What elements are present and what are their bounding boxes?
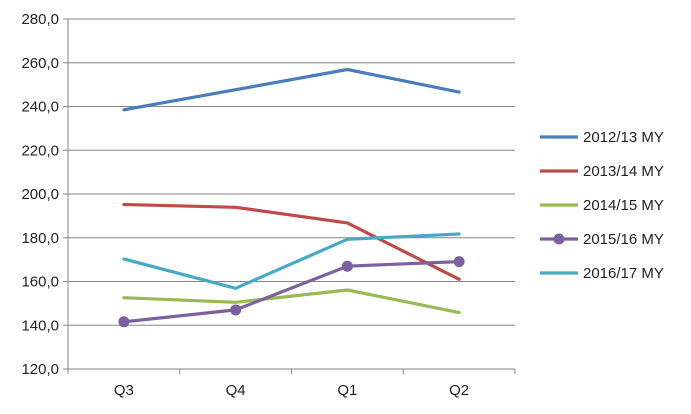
y-axis-tick-labels: 120,0 140,0 160,0 180,0 200,0 220,0 240,0 260,0… xyxy=(21,11,59,378)
series-point xyxy=(230,304,242,316)
axes xyxy=(63,18,516,374)
series-line xyxy=(122,288,461,315)
legend-item: 2013/14 MY xyxy=(540,163,664,180)
series-point xyxy=(341,260,353,272)
legend-marker xyxy=(553,233,565,245)
legend-item: 2016/17 MY xyxy=(540,265,664,282)
x-tick-label: Q1 xyxy=(337,382,357,399)
gridlines xyxy=(68,18,515,370)
series-line xyxy=(122,67,461,112)
x-tick-label: Q4 xyxy=(226,382,246,399)
y-tick-label: 160,0 xyxy=(21,274,59,291)
series-lines xyxy=(118,67,465,328)
x-axis-tick-labels: Q3 Q4 Q1 Q2 xyxy=(114,382,469,399)
y-tick-label: 180,0 xyxy=(21,230,59,247)
series-line xyxy=(122,202,461,281)
y-tick-label: 280,0 xyxy=(21,11,59,28)
y-tick-label: 260,0 xyxy=(21,55,59,72)
legend-label: 2012/13 MY xyxy=(583,129,664,146)
legend-item: 2014/15 MY xyxy=(540,197,664,214)
y-tick-label: 240,0 xyxy=(21,99,59,116)
y-tick-label: 220,0 xyxy=(21,142,59,159)
legend-item: 2015/16 MY xyxy=(540,231,664,248)
y-tick-label: 140,0 xyxy=(21,317,59,334)
legend-label: 2014/15 MY xyxy=(583,197,664,214)
series-line xyxy=(122,232,461,290)
legend-label: 2013/14 MY xyxy=(583,163,664,180)
legend: 2012/13 MY 2013/14 MY 2014/15 MY 2015/16 MY… xyxy=(540,129,664,282)
legend-label: 2016/17 MY xyxy=(583,265,664,282)
y-tick-label: 200,0 xyxy=(21,186,59,203)
x-tick-label: Q2 xyxy=(449,382,469,399)
legend-item: 2012/13 MY xyxy=(540,129,664,146)
series-point xyxy=(118,316,130,328)
legend-label: 2015/16 MY xyxy=(583,231,664,248)
series-line xyxy=(122,260,461,324)
y-tick-label: 120,0 xyxy=(21,361,59,378)
series-point xyxy=(453,256,465,268)
x-tick-label: Q3 xyxy=(114,382,134,399)
